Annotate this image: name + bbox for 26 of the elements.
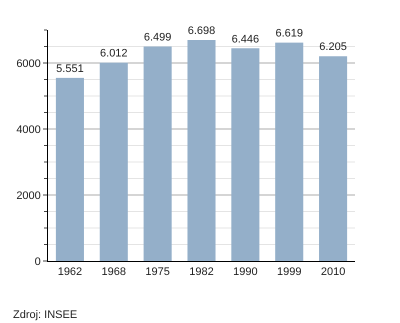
data-label: 6.698 — [188, 24, 216, 37]
text: Zdroj: INSEE — [13, 309, 78, 321]
data-label: 6.205 — [319, 41, 347, 54]
data-label: 6.499 — [144, 32, 172, 44]
data-label: 6.619 — [275, 28, 303, 40]
x-tick-label: 1975 — [145, 266, 170, 278]
data-label: 5.551 — [56, 62, 84, 75]
x-tick-label: 1982 — [189, 266, 214, 278]
bar — [144, 46, 172, 261]
bar — [100, 62, 128, 261]
x-tick-label: 1990 — [233, 266, 258, 278]
data-label: 6.446 — [232, 33, 260, 46]
x-tick-label: 1999 — [276, 266, 302, 278]
bar — [56, 78, 84, 261]
y-tick-label: 0 — [34, 256, 41, 268]
bar — [231, 48, 260, 261]
x-tick-label: 1968 — [102, 266, 126, 278]
x-tick-label: 2010 — [320, 266, 346, 278]
data-label: 6.012 — [100, 48, 128, 60]
y-tick-label: 4000 — [16, 124, 41, 136]
bar — [187, 40, 216, 261]
y-tick-label: 2000 — [16, 190, 41, 202]
y-tick-label: 6000 — [16, 58, 41, 70]
bar — [319, 56, 348, 261]
bar — [275, 42, 304, 261]
x-tick-label: 1962 — [58, 266, 82, 278]
